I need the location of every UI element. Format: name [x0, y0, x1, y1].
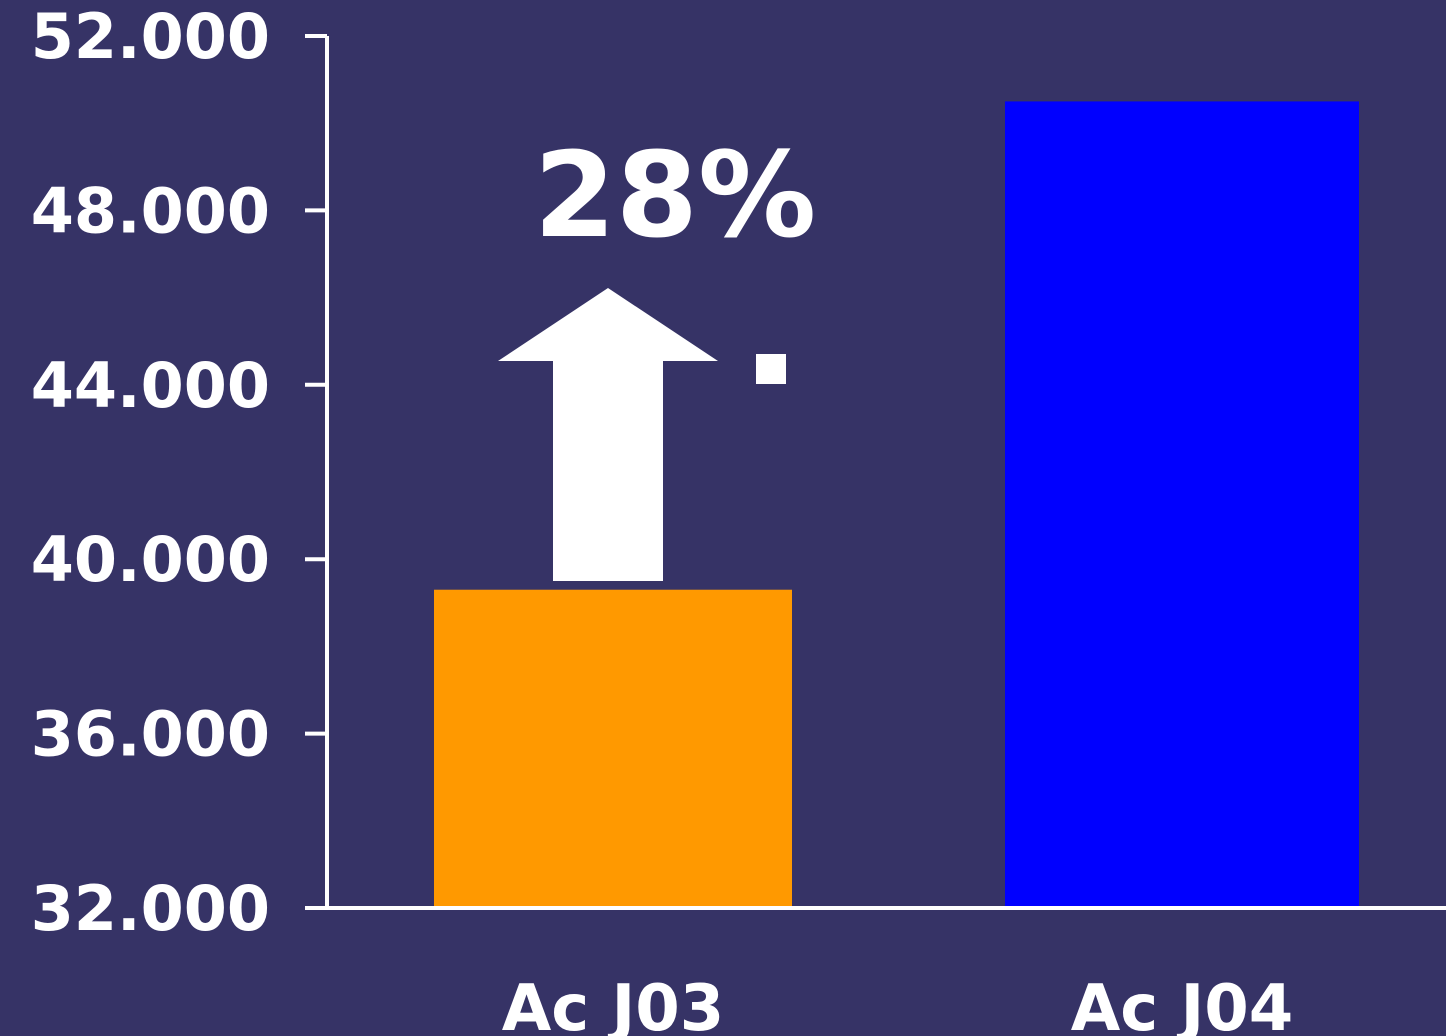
decorative-square — [756, 354, 786, 384]
category-label: Ac J04 — [1071, 972, 1294, 1036]
y-tick-label: 32.000 — [31, 872, 270, 945]
y-tick-label: 40.000 — [31, 523, 270, 596]
bar — [434, 589, 792, 908]
annotation-group: 28% — [498, 126, 816, 581]
y-tick-label: 44.000 — [31, 349, 270, 422]
category-labels: Ac J03 Ac J04 — [502, 972, 1294, 1036]
increase-percent-label: 28% — [534, 126, 816, 264]
increase-arrow-icon — [498, 288, 718, 581]
y-tick-label: 36.000 — [31, 698, 270, 771]
y-tick-label: 52.000 — [31, 0, 270, 73]
bars — [434, 101, 1359, 908]
category-label: Ac J03 — [502, 972, 725, 1036]
y-axis-ticks: 32.000 36.000 40.000 44.000 48.000 52.000 — [31, 0, 327, 945]
bar — [1005, 101, 1359, 908]
y-tick-label: 48.000 — [31, 174, 270, 247]
